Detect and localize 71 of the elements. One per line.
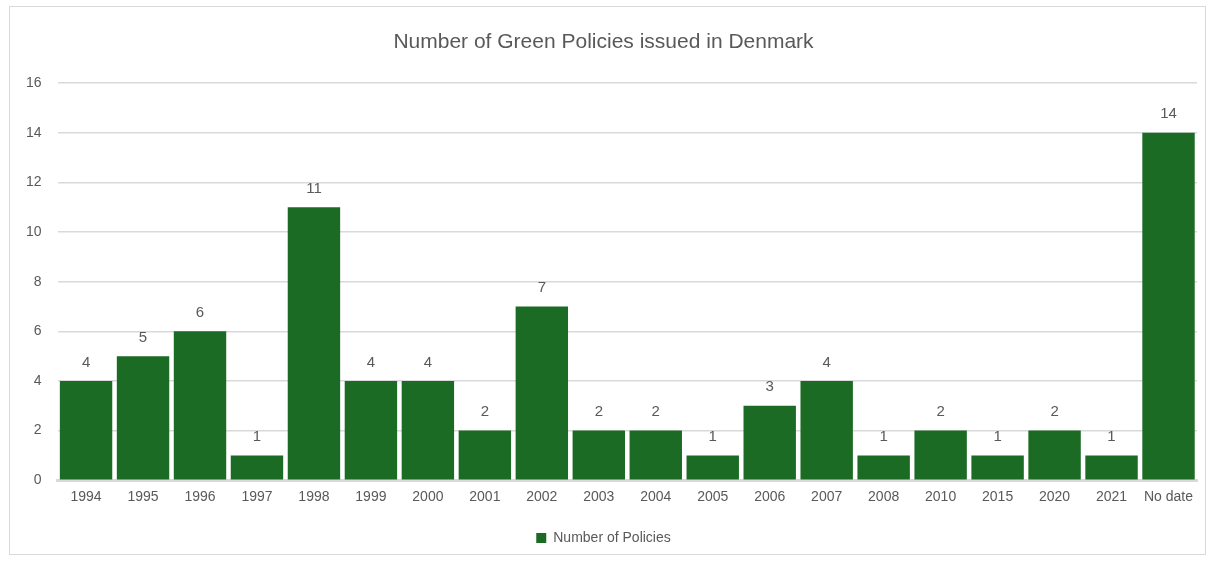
x-tick-label: 2006 <box>754 488 786 505</box>
data-label: 6 <box>195 302 205 320</box>
data-label: 11 <box>306 178 322 196</box>
x-tick-label: 2004 <box>640 488 672 505</box>
x-tick-label: 1997 <box>241 488 273 505</box>
y-tick-label: 10 <box>25 222 42 239</box>
x-tick-label: 2015 <box>982 488 1014 505</box>
bar <box>572 430 626 480</box>
data-label: 4 <box>822 352 831 370</box>
data-label: 4 <box>423 352 433 370</box>
x-tick-label: 2010 <box>925 488 957 505</box>
bar <box>686 455 739 480</box>
data-label: 3 <box>765 377 774 395</box>
data-label: 5 <box>138 327 148 345</box>
y-tick-label: 4 <box>33 371 42 388</box>
x-tick-label: 2001 <box>469 488 501 505</box>
data-label: 1 <box>1107 427 1116 445</box>
x-tick-label: 2008 <box>868 488 900 505</box>
x-tick-label: 1998 <box>298 488 330 505</box>
x-tick-label: 2007 <box>811 488 843 505</box>
bar <box>458 430 512 480</box>
bar <box>971 455 1024 480</box>
y-tick-label: 8 <box>33 272 42 289</box>
bar <box>344 380 398 480</box>
data-label: 2 <box>651 402 660 420</box>
data-label: 2 <box>1050 402 1059 420</box>
x-tick-label: 2000 <box>412 488 444 505</box>
bar <box>857 455 910 480</box>
bar <box>287 207 341 480</box>
y-tick-label: 12 <box>25 173 42 190</box>
data-label: 4 <box>81 352 91 370</box>
bar <box>1142 132 1195 480</box>
bar <box>230 455 284 480</box>
y-tick-label: 0 <box>33 471 42 488</box>
data-label: 14 <box>1160 104 1177 122</box>
data-label: 1 <box>708 427 717 445</box>
x-tick-label: 1996 <box>184 488 216 505</box>
x-tick-label: 2020 <box>1038 488 1071 505</box>
bar <box>743 405 796 480</box>
y-tick-label: 16 <box>25 74 42 91</box>
bar <box>800 380 853 480</box>
y-tick-label: 2 <box>33 421 42 438</box>
data-label: 1 <box>879 427 888 445</box>
bar <box>914 430 967 480</box>
data-label: 2 <box>936 402 945 420</box>
bar <box>173 331 227 480</box>
data-label: 4 <box>366 352 376 370</box>
x-tick-label: 1994 <box>70 488 102 505</box>
bar <box>401 380 455 480</box>
x-tick-label: 1995 <box>127 488 159 505</box>
x-tick-label: 2005 <box>697 488 729 505</box>
data-label: 2 <box>480 402 490 420</box>
bar <box>629 430 682 480</box>
y-tick-label: 6 <box>33 322 42 339</box>
x-tick-label: 1999 <box>355 488 387 505</box>
bar <box>116 356 170 480</box>
x-tick-label: No date <box>1143 488 1194 505</box>
x-tick-label: 2003 <box>583 488 615 505</box>
bar <box>1028 430 1081 480</box>
bar <box>1085 455 1138 480</box>
x-tick-label: 2002 <box>526 488 558 505</box>
y-tick-label: 14 <box>25 123 42 140</box>
bar <box>515 306 569 480</box>
data-label: 1 <box>993 427 1002 445</box>
chart-title: Number of Green Policies issued in Denmark <box>393 29 815 53</box>
data-label: 7 <box>537 278 546 296</box>
data-label: 2 <box>594 402 603 420</box>
bar <box>59 380 113 480</box>
legend-label: Number of Policies <box>553 528 671 545</box>
x-tick-label: 2021 <box>1095 488 1128 505</box>
data-label: 1 <box>252 427 262 445</box>
